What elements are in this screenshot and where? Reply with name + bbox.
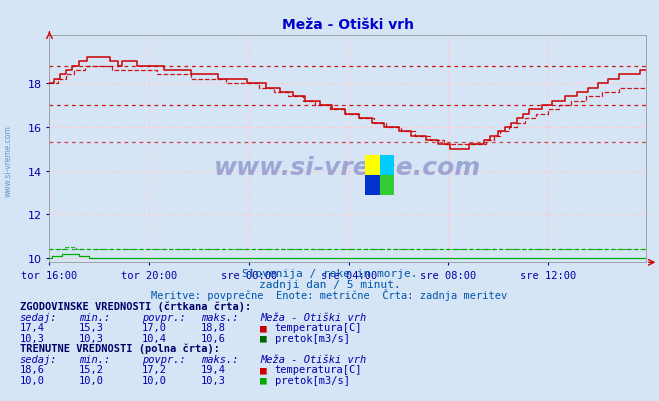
Text: 17,0: 17,0 — [142, 322, 167, 332]
Text: povpr.:: povpr.: — [142, 312, 185, 322]
Text: www.si-vreme.com: www.si-vreme.com — [214, 156, 481, 180]
Text: 10,0: 10,0 — [79, 375, 104, 385]
Text: temperatura[C]: temperatura[C] — [275, 364, 362, 374]
Text: 15,3: 15,3 — [79, 322, 104, 332]
Text: Meža - Otiški vrh: Meža - Otiški vrh — [260, 354, 366, 364]
Bar — [380, 156, 394, 176]
Title: Meža - Otiški vrh: Meža - Otiški vrh — [281, 18, 414, 32]
Text: TRENUTNE VREDNOSTI (polna črta):: TRENUTNE VREDNOSTI (polna črta): — [20, 343, 219, 353]
Text: 17,2: 17,2 — [142, 364, 167, 374]
Text: temperatura[C]: temperatura[C] — [275, 322, 362, 332]
Text: 10,3: 10,3 — [20, 333, 45, 343]
Text: www.si-vreme.com: www.si-vreme.com — [4, 125, 13, 196]
Text: sedaj:: sedaj: — [20, 354, 57, 364]
Text: Slovenija / reke in morje.: Slovenija / reke in morje. — [242, 269, 417, 279]
Text: 10,4: 10,4 — [142, 333, 167, 343]
Bar — [365, 156, 380, 176]
Text: Meritve: povprečne  Enote: metrične  Črta: zadnja meritev: Meritve: povprečne Enote: metrične Črta:… — [152, 288, 507, 300]
Text: pretok[m3/s]: pretok[m3/s] — [275, 375, 350, 385]
Text: sedaj:: sedaj: — [20, 312, 57, 322]
Text: ■: ■ — [260, 364, 267, 374]
Bar — [365, 176, 380, 195]
Text: 18,6: 18,6 — [20, 364, 45, 374]
Text: 10,3: 10,3 — [79, 333, 104, 343]
Text: ■: ■ — [260, 322, 267, 332]
Text: 17,4: 17,4 — [20, 322, 45, 332]
Text: povpr.:: povpr.: — [142, 354, 185, 364]
Text: Meža - Otiški vrh: Meža - Otiški vrh — [260, 312, 366, 322]
Text: 10,0: 10,0 — [20, 375, 45, 385]
Text: pretok[m3/s]: pretok[m3/s] — [275, 333, 350, 343]
Text: ZGODOVINSKE VREDNOSTI (črtkana črta):: ZGODOVINSKE VREDNOSTI (črtkana črta): — [20, 301, 251, 312]
Text: zadnji dan / 5 minut.: zadnji dan / 5 minut. — [258, 279, 401, 290]
Text: 10,0: 10,0 — [142, 375, 167, 385]
Text: 18,8: 18,8 — [201, 322, 226, 332]
Text: 19,4: 19,4 — [201, 364, 226, 374]
Text: 10,6: 10,6 — [201, 333, 226, 343]
Text: maks.:: maks.: — [201, 312, 239, 322]
Text: ■: ■ — [260, 333, 267, 343]
Text: min.:: min.: — [79, 312, 110, 322]
Text: 15,2: 15,2 — [79, 364, 104, 374]
Bar — [380, 176, 394, 195]
Text: 10,3: 10,3 — [201, 375, 226, 385]
Text: ■: ■ — [260, 375, 267, 385]
Text: maks.:: maks.: — [201, 354, 239, 364]
Text: min.:: min.: — [79, 354, 110, 364]
